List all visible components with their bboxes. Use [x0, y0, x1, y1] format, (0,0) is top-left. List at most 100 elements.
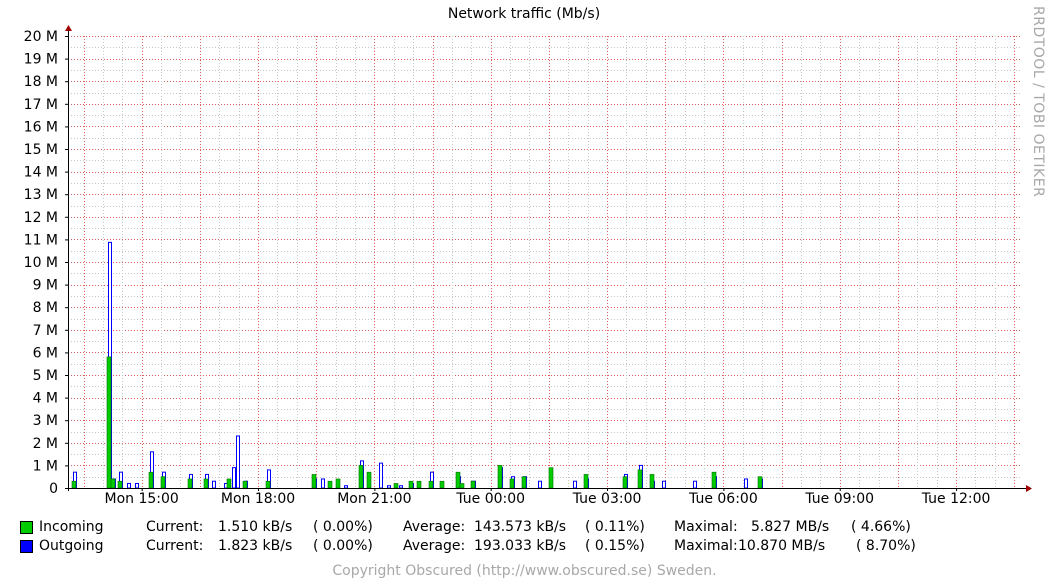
y-tick-label: 13 M [24, 187, 58, 203]
incoming-bar [311, 474, 317, 489]
axes [65, 25, 1032, 492]
incoming-bar [358, 465, 364, 489]
incoming-bar [203, 478, 209, 489]
incoming-bar [416, 480, 422, 489]
incoming-bar [106, 356, 112, 489]
incoming-bar [335, 478, 341, 489]
incoming-bar [187, 478, 193, 489]
current-value: 1.510 kB/s [218, 519, 293, 535]
outgoing-bar [538, 480, 542, 489]
outgoing-bar [399, 485, 403, 489]
x-tick-label: Mon 21:00 [337, 491, 411, 507]
y-axis-arrow [65, 25, 72, 31]
incoming-bar [428, 480, 434, 489]
y-tick-label: 12 M [24, 210, 58, 226]
bars [71, 241, 763, 489]
incoming-bar [757, 476, 763, 489]
tick-labels: 0 1 M 2 M 3 M 4 M 5 M 6 M 7 M 8 M 9 M 10 M 11 M 12 M… [24, 29, 991, 507]
y-tick-label: 5 M [33, 368, 58, 384]
y-tick-label: 15 M [24, 142, 58, 158]
incoming-bar [711, 471, 717, 489]
outgoing-bar [573, 480, 577, 489]
y-tick-label: 4 M [33, 391, 58, 407]
max-pct: ( 8.70%) [856, 538, 916, 554]
x-tick-label: Tue 06:00 [688, 491, 758, 507]
outgoing-bar [127, 482, 131, 489]
incoming-bar [455, 471, 461, 489]
outgoing-bar [744, 478, 748, 489]
incoming-bar [637, 469, 643, 489]
y-tick-label: 17 M [24, 97, 58, 113]
incoming-bar [622, 476, 628, 489]
y-tick-label: 14 M [24, 165, 58, 181]
y-tick-label: 1 M [33, 458, 58, 474]
outgoing-bar [379, 462, 383, 489]
incoming-bar [71, 480, 77, 489]
x-tick-label: Tue 03:00 [572, 491, 642, 507]
average-label: Average: [403, 538, 466, 554]
outgoing-bar [662, 480, 666, 489]
average-pct: ( 0.15%) [585, 538, 645, 554]
average-label: Average: [403, 519, 466, 535]
outgoing-bar [693, 480, 697, 489]
y-tick-label: 9 M [33, 278, 58, 294]
chart-title: Network traffic (Mb/s) [448, 6, 600, 22]
incoming-bar [548, 467, 554, 489]
incoming-bar [160, 476, 166, 489]
incoming-bar [408, 480, 414, 489]
incoming-bar [583, 474, 589, 489]
outgoing-swatch [20, 540, 33, 553]
y-tick-label: 2 M [33, 436, 58, 452]
y-tick-label: 20 M [24, 29, 58, 45]
current-label: Current: [146, 538, 204, 554]
outgoing-bar [387, 485, 391, 489]
x-tick-label: Mon 18:00 [221, 491, 295, 507]
x-tick-label: Tue 00:00 [455, 491, 525, 507]
max-pct: ( 4.66%) [851, 519, 911, 535]
incoming-bar [265, 480, 271, 489]
current-value: 1.823 kB/s [218, 538, 293, 554]
incoming-bar [110, 478, 116, 489]
y-tick-label: 11 M [24, 232, 58, 248]
outgoing-bar [212, 480, 216, 489]
x-tick-label: Mon 15:00 [105, 491, 179, 507]
y-tick-label: 8 M [33, 300, 58, 316]
incoming-bar [509, 478, 515, 489]
side-label: RRDTOOL / TOBI OETIKER [1030, 6, 1046, 198]
incoming-bar [393, 483, 399, 489]
y-tick-label: 19 M [24, 52, 58, 68]
outgoing-bar [321, 478, 325, 489]
x-tick-label: Tue 09:00 [804, 491, 874, 507]
outgoing-bar [236, 435, 240, 489]
average-pct: ( 0.11%) [585, 519, 645, 535]
average-value: 143.573 kB/s [474, 519, 567, 535]
incoming-swatch [20, 521, 33, 534]
current-pct: ( 0.00%) [313, 519, 373, 535]
max-label: Maximal: [674, 538, 738, 554]
x-tick-label: Tue 12:00 [921, 491, 991, 507]
incoming-bar [148, 471, 154, 489]
incoming-bar [327, 480, 333, 489]
incoming-bar [242, 480, 248, 489]
outgoing-bar [344, 485, 348, 489]
y-tick-label: 3 M [33, 413, 58, 429]
y-tick-label: 7 M [33, 323, 58, 339]
current-pct: ( 0.00%) [313, 538, 373, 554]
incoming-bar [459, 483, 465, 489]
outgoing-bar [135, 482, 139, 489]
grid [68, 36, 1022, 488]
incoming-bar [521, 476, 527, 489]
max-label: Maximal: [674, 519, 738, 535]
y-tick-label: 10 M [24, 255, 58, 271]
legend-name: Outgoing [39, 538, 104, 554]
max-value: 5.827 MB/s [751, 519, 830, 535]
incoming-bar [497, 465, 503, 489]
incoming-bar [366, 471, 372, 489]
max-value: 10.870 MB/s [738, 538, 826, 554]
current-label: Current: [146, 519, 204, 535]
incoming-bar [649, 474, 655, 489]
copyright-footer: Copyright Obscured (http://www.obscured.… [332, 563, 717, 579]
y-tick-label: 6 M [33, 345, 58, 361]
incoming-bar [470, 480, 476, 489]
y-tick-label: 18 M [24, 74, 58, 90]
